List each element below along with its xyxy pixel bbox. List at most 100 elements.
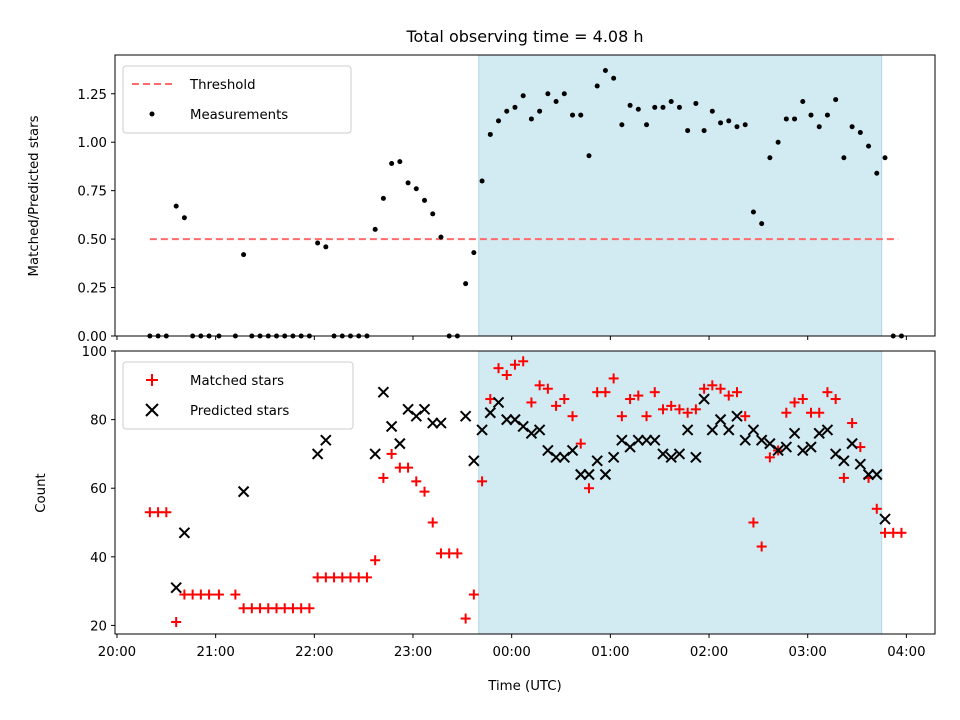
measurement-point — [479, 178, 485, 184]
predicted-star-marker — [649, 434, 661, 446]
measurement-point — [372, 226, 378, 232]
matched-star-marker — [213, 589, 224, 600]
predicted-star-marker — [394, 437, 406, 450]
top-chart-title: Total observing time = 4.08 h — [405, 27, 643, 46]
matched-star-marker — [748, 517, 759, 528]
matched-star-marker — [871, 503, 882, 514]
measurement-point — [520, 93, 526, 99]
measurement-point — [397, 159, 403, 165]
predicted-star-marker — [640, 434, 653, 446]
predicted-star-marker — [459, 410, 472, 422]
measurement-point — [635, 106, 641, 112]
y-tick-label: 80 — [90, 414, 107, 429]
measurement-point — [586, 153, 592, 159]
measurement-point — [668, 99, 674, 105]
measurement-point — [561, 91, 567, 97]
predicted-star-marker — [862, 468, 875, 481]
observing-window-band — [478, 54, 883, 337]
measurement-point — [742, 122, 748, 128]
matched-star-marker — [460, 613, 471, 624]
predicted-star-marker — [731, 410, 743, 422]
predicted-star-marker — [566, 444, 579, 457]
measurement-point — [611, 75, 617, 81]
measurement-point — [173, 203, 179, 209]
x-axis-label: Time (UTC) — [487, 679, 562, 694]
top-legend: Threshold Measurements — [122, 65, 352, 134]
matched-star-marker — [361, 572, 372, 583]
matched-star-marker — [427, 517, 438, 528]
predicted-star-marker — [854, 458, 867, 470]
predicted-star-marker — [747, 424, 760, 436]
predicted-star-marker — [237, 485, 250, 498]
measurement-point — [726, 118, 732, 124]
measurement-points-layer — [147, 68, 904, 339]
matched-star-marker — [814, 407, 825, 418]
predicted-stars-layer — [170, 386, 891, 594]
measurement-point — [504, 108, 510, 114]
predicted-star-marker — [369, 448, 381, 460]
matched-star-marker — [526, 397, 537, 408]
measurement-point — [413, 186, 419, 192]
measurements-legend-label: Measurements — [190, 108, 288, 123]
predicted-star-marker — [550, 451, 562, 464]
predicted-star-marker — [377, 386, 390, 398]
predicted-star-marker — [178, 527, 191, 539]
matched-star-marker — [411, 476, 422, 487]
predicted-star-marker — [788, 427, 801, 440]
predicted-star-marker — [311, 448, 324, 460]
measurement-point — [824, 112, 830, 118]
measurement-point — [685, 128, 691, 134]
predicted-star-marker — [772, 444, 784, 457]
bottom-legend: Matched stars Predicted stars — [122, 361, 354, 430]
measurement-point — [487, 131, 493, 137]
measurement-point — [693, 100, 699, 106]
matched-star-marker — [518, 356, 529, 367]
measurement-point — [792, 116, 798, 122]
predicted-star-marker — [838, 455, 850, 467]
measurement-point — [800, 99, 806, 105]
bottom-x-ticks: 20:00 21:00 22:00 23:00 00:00 01:00 02:00 03:00… — [98, 634, 926, 660]
measurement-point — [438, 234, 444, 240]
y-tick-label: 0.00 — [77, 330, 107, 345]
predicted-star-marker — [418, 403, 431, 416]
measurement-point — [866, 143, 872, 149]
predicted-star-marker — [501, 413, 513, 426]
bottom-legend-box — [122, 361, 354, 430]
y-tick-label: 40 — [90, 551, 107, 566]
measurement-point — [660, 104, 666, 110]
measurement-point — [496, 118, 502, 124]
matched-star-marker — [633, 390, 644, 401]
top-axes-frame — [114, 54, 936, 337]
top-y-ticks: 0.00 0.25 0.50 0.75 1.00 1.25 — [77, 88, 115, 345]
measurement-point — [405, 180, 411, 186]
measurement-point — [181, 215, 187, 221]
matched-star-marker — [641, 411, 652, 422]
threshold-legend-label: Threshold — [189, 78, 256, 93]
predicted-star-marker — [533, 424, 546, 436]
bottom-y-ticks: 20 40 60 80 100 — [82, 345, 115, 634]
x-tick-label: 23:00 — [394, 645, 432, 660]
measurement-point — [874, 170, 880, 176]
measurement-point — [430, 211, 436, 217]
matched-star-marker — [509, 359, 520, 370]
y-tick-label: 20 — [90, 619, 107, 634]
matched-star-marker — [625, 394, 636, 405]
x-tick-label: 04:00 — [887, 645, 925, 660]
predicted-star-marker — [484, 407, 497, 419]
bottom-y-axis-label: Count — [34, 473, 49, 513]
x-tick-label: 03:00 — [789, 645, 827, 660]
predicted-star-marker — [871, 468, 883, 481]
y-tick-label: 100 — [82, 345, 107, 360]
measurements-legend-marker — [149, 111, 155, 117]
predicted-star-marker — [525, 427, 538, 440]
matched-star-marker — [230, 589, 241, 600]
predicted-legend-marker — [145, 403, 159, 417]
measurement-point — [315, 240, 321, 246]
matched-star-marker — [690, 404, 701, 415]
predicted-star-marker — [879, 513, 891, 525]
matched-star-marker — [386, 448, 397, 459]
measurement-point — [709, 108, 715, 114]
x-tick-label: 21:00 — [196, 645, 234, 660]
predicted-star-marker — [739, 434, 751, 446]
